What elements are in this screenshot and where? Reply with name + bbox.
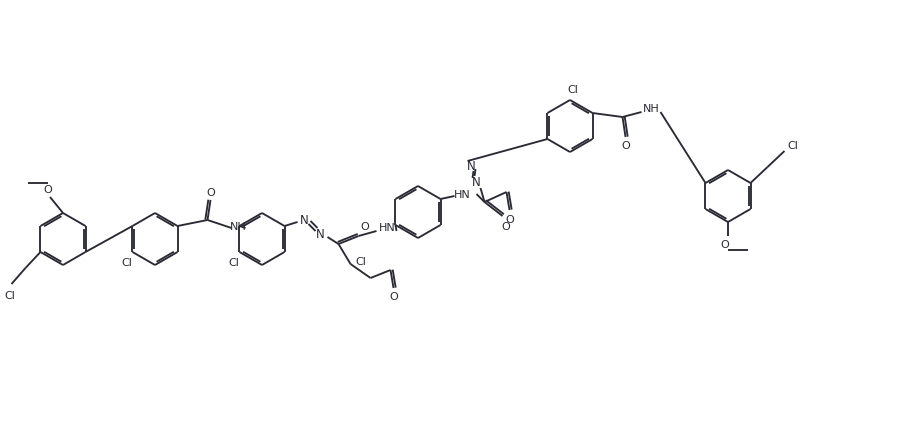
Text: NH: NH xyxy=(230,221,247,231)
Text: Cl: Cl xyxy=(568,85,578,95)
Text: O: O xyxy=(360,221,369,231)
Text: Cl: Cl xyxy=(787,141,798,151)
Text: N: N xyxy=(300,214,309,227)
Text: O: O xyxy=(621,141,630,151)
Text: N: N xyxy=(316,228,325,241)
Text: HN: HN xyxy=(455,190,471,200)
Text: N: N xyxy=(467,160,476,173)
Text: N: N xyxy=(472,176,481,189)
Text: Cl: Cl xyxy=(4,290,15,300)
Text: O: O xyxy=(505,214,514,224)
Text: O: O xyxy=(44,184,52,194)
Text: O: O xyxy=(501,221,510,231)
Text: O: O xyxy=(721,240,730,250)
Text: NH: NH xyxy=(643,104,660,114)
Text: Cl: Cl xyxy=(355,256,366,266)
Text: O: O xyxy=(206,187,215,197)
Text: O: O xyxy=(389,291,398,301)
Text: HN: HN xyxy=(379,223,396,233)
Text: Cl: Cl xyxy=(228,257,239,267)
Text: Cl: Cl xyxy=(121,257,132,267)
